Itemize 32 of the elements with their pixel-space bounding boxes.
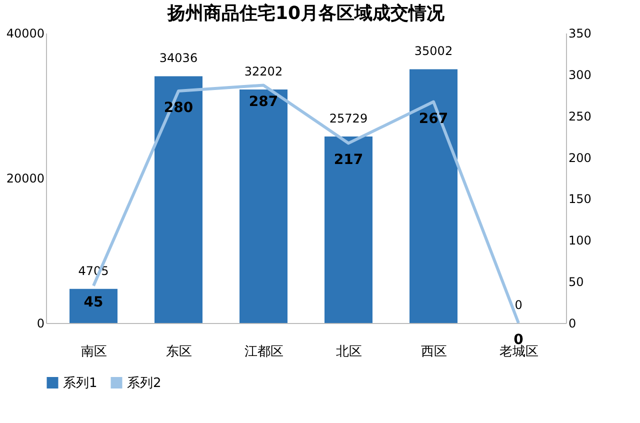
y2-tick-label: 150 — [568, 192, 592, 206]
data-label: 45 — [84, 294, 104, 311]
y-tick-label: 40000 — [6, 26, 44, 40]
bar — [70, 288, 118, 323]
y2-tick-label: 350 — [568, 26, 592, 40]
y-tick-label: 0 — [36, 316, 44, 330]
bar — [410, 69, 458, 323]
y2-tick-label: 300 — [568, 68, 592, 82]
x-tick-label: 东区 — [166, 344, 192, 360]
y2-tick-label: 100 — [568, 234, 592, 248]
y2-tick-label: 250 — [568, 109, 592, 124]
y2-tick-label: 200 — [568, 150, 592, 165]
data-label: 0 — [514, 298, 522, 312]
bar — [240, 90, 288, 323]
x-tick-label: 南区 — [81, 344, 107, 360]
y2-tick-label: 50 — [568, 275, 584, 290]
x-tick-label: 西区 — [421, 344, 447, 360]
x-tick-label: 北区 — [336, 344, 362, 360]
data-label: 25729 — [329, 111, 368, 126]
legend-label: 系列1 — [63, 376, 98, 391]
data-label: 287 — [248, 94, 278, 110]
y2-tick-label: 0 — [568, 316, 576, 330]
bar — [154, 76, 202, 323]
data-label: 35002 — [414, 44, 453, 58]
chart-title: 扬州商品住宅10月各区域成交情况 — [166, 3, 446, 24]
data-label: 32202 — [244, 64, 283, 79]
bar — [324, 136, 372, 323]
data-label: 34036 — [159, 51, 198, 66]
x-tick-label: 江都区 — [244, 344, 284, 360]
data-label: 217 — [334, 152, 364, 168]
legend-label: 系列2 — [127, 376, 162, 391]
y-tick-label: 20000 — [6, 172, 44, 186]
